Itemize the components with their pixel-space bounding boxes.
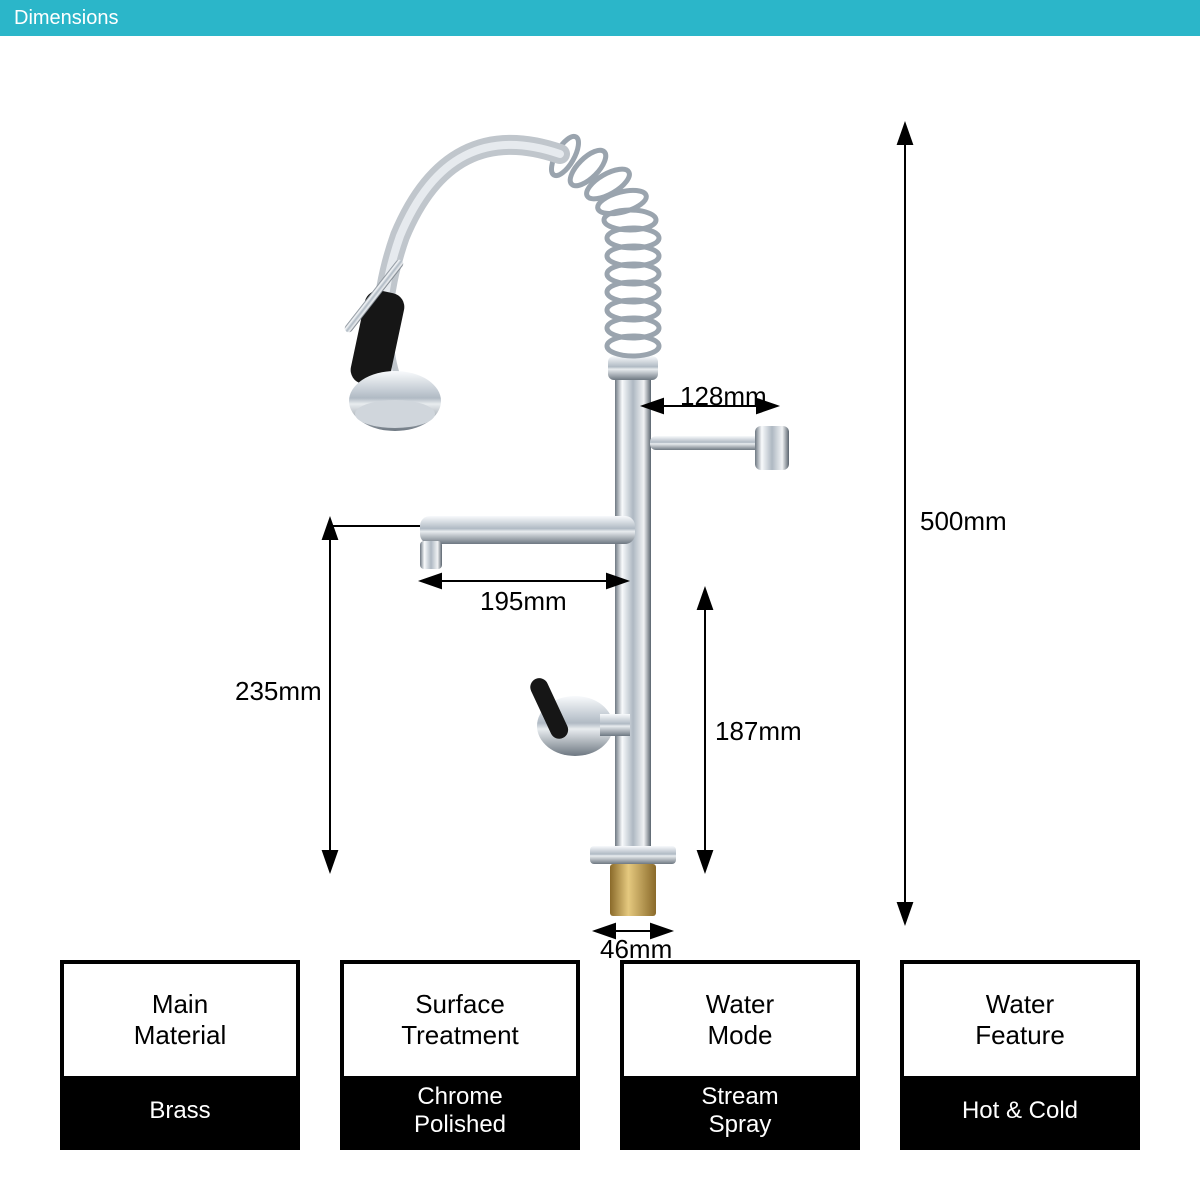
spec-row: Main Material Brass Surface Treatment Ch…	[0, 960, 1200, 1200]
spec-value: Chrome Polished	[344, 1076, 576, 1146]
spec-label: Water Mode	[624, 964, 856, 1076]
header-bar: Dimensions	[0, 0, 1200, 36]
spec-label: Water Feature	[904, 964, 1136, 1076]
spec-value: Hot & Cold	[904, 1076, 1136, 1146]
dim-spout-arm: 128mm	[680, 381, 767, 412]
spec-box-mode: Water Mode Stream Spray	[620, 960, 860, 1150]
spec-value: Stream Spray	[624, 1076, 856, 1146]
dim-handle-ht: 187mm	[715, 716, 802, 747]
spec-value: Brass	[64, 1076, 296, 1146]
dim-total-height: 500mm	[920, 506, 1007, 537]
spec-box-material: Main Material Brass	[60, 960, 300, 1150]
diagram-area: 128mm 500mm 195mm 235mm 187mm 46mm	[0, 36, 1200, 966]
spec-box-feature: Water Feature Hot & Cold	[900, 960, 1140, 1150]
spec-label: Surface Treatment	[344, 964, 576, 1076]
spec-label: Main Material	[64, 964, 296, 1076]
header-title: Dimensions	[14, 7, 118, 30]
dim-swing-spout: 195mm	[480, 586, 567, 617]
spec-box-surface: Surface Treatment Chrome Polished	[340, 960, 580, 1150]
dim-spout-height: 235mm	[235, 676, 322, 707]
faucet-illustration	[0, 36, 1200, 966]
